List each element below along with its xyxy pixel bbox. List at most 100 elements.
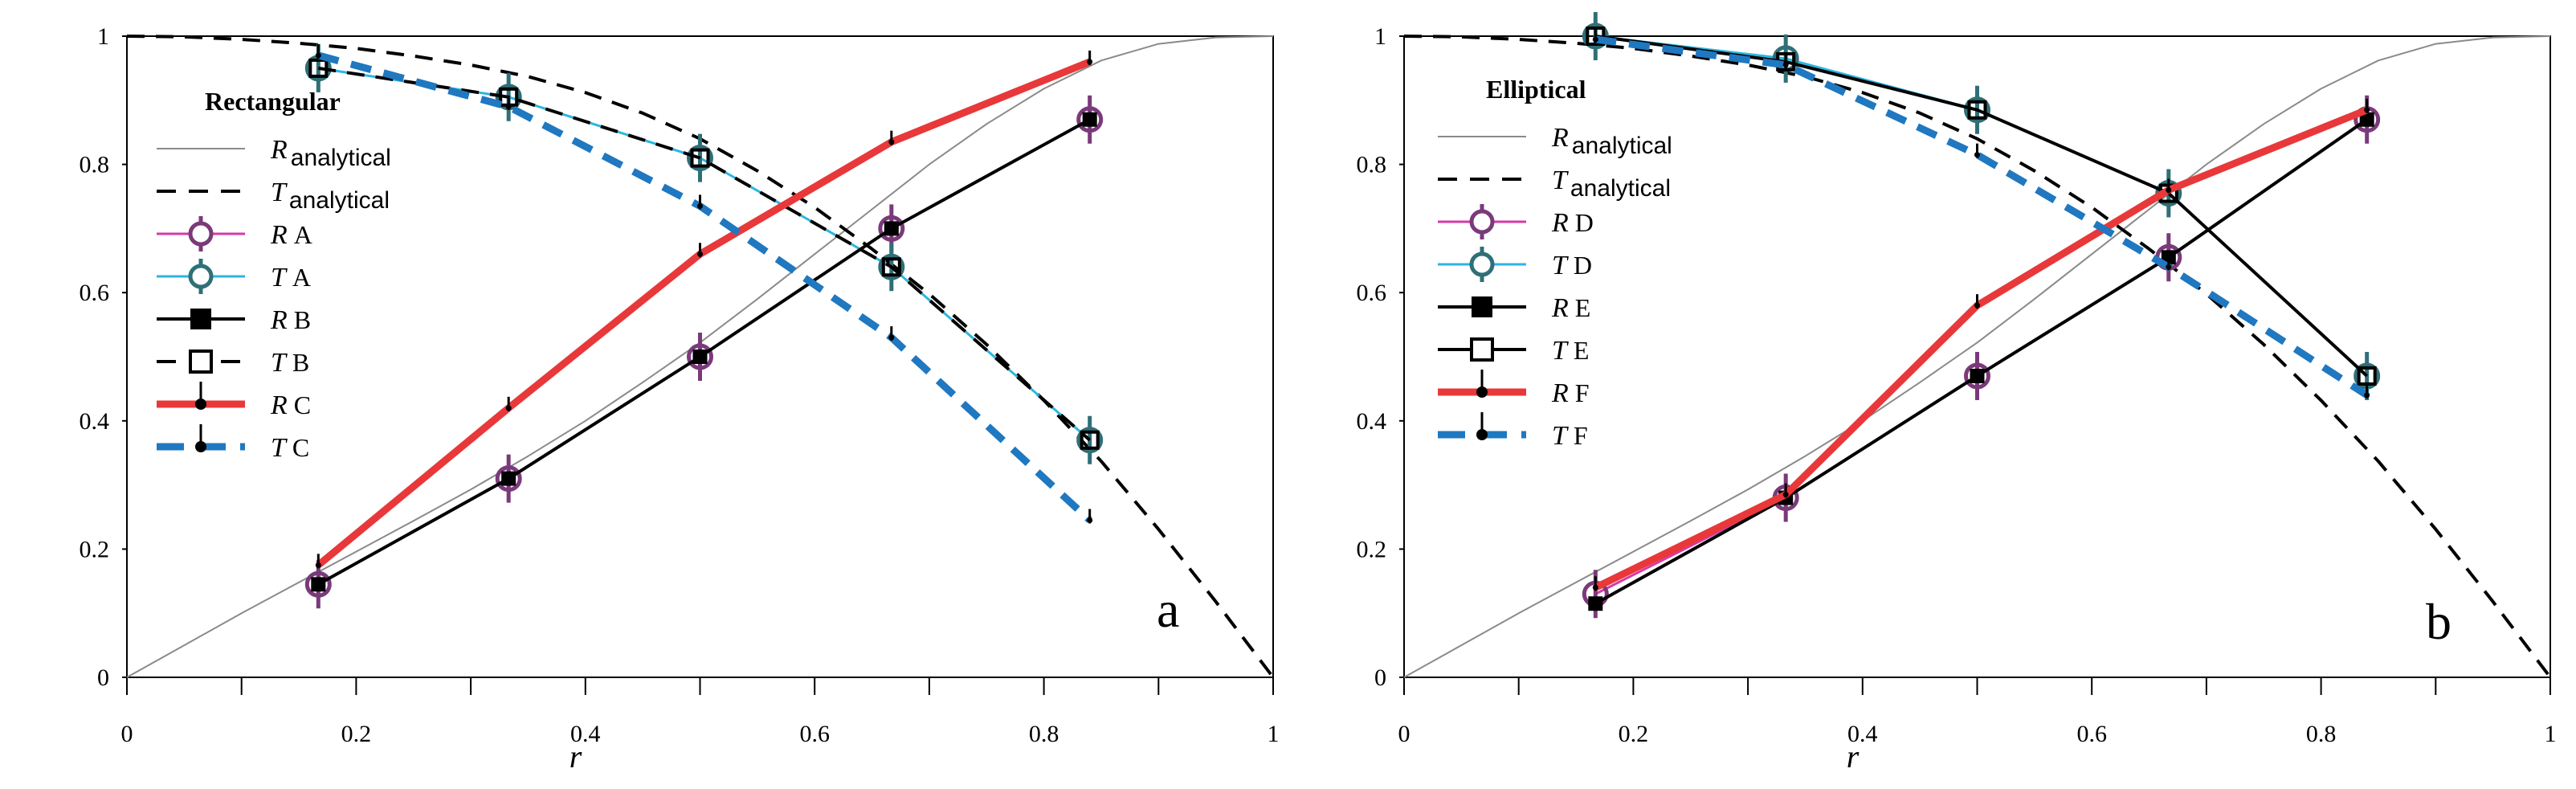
marker-1-7-1: [1782, 62, 1789, 68]
series-line-1-2: [1594, 118, 2368, 595]
marker-1-6-0: [1592, 584, 1598, 591]
marker-1-4-2: [1970, 368, 1985, 383]
y-tick-label: 0.4: [1357, 408, 1387, 435]
panel-a: 0 0.2 0.4 0.6 0.8 1 0 0.2 0.4 0.6 0.8 1 r Rectangular…: [80, 23, 1280, 775]
y-tick-label: 1: [1374, 23, 1386, 50]
marker-0-6-0: [315, 562, 321, 568]
series-line-0-6: [316, 58, 1092, 568]
x-tick-label: 0.2: [1619, 721, 1649, 747]
x-axis-title: r: [1847, 738, 1860, 775]
marker-0-3-3: [878, 253, 905, 280]
marker-0-2-1: [495, 465, 522, 493]
marker-0-5-2: [690, 148, 710, 168]
marker-0-7-3: [888, 334, 895, 341]
series-line-1-5: [1595, 35, 2369, 378]
marker-1-4-0: [1588, 596, 1603, 611]
marker-1-2-2: [1964, 362, 1990, 390]
x-tick-label: 0: [121, 721, 133, 747]
x-tick-label: 0.4: [1847, 721, 1878, 747]
marker-0-4-2: [692, 350, 708, 364]
marker-0-5-0: [308, 58, 329, 78]
y-tick-label: 0.2: [80, 536, 110, 562]
marker-0-2-4: [1076, 106, 1104, 133]
series-line-0-7: [317, 51, 1092, 523]
marker-1-7-0: [1592, 36, 1598, 43]
marker-0-2-2: [687, 343, 713, 370]
y-tick-label: 0.4: [80, 408, 110, 435]
x-tick-label: 0.2: [341, 721, 372, 747]
marker-0-7-2: [697, 202, 703, 209]
panel-letter: a: [1157, 581, 1179, 638]
marker-0-3-2: [687, 145, 713, 172]
marker-0-6-3: [888, 139, 895, 145]
series-line-1-6: [1594, 106, 2369, 591]
marker-0-2-0: [304, 570, 332, 598]
y-tick-label: 1: [97, 23, 109, 50]
series-line-1-1: [1403, 35, 2552, 679]
y-tick-label: 0: [97, 664, 109, 691]
series-line-0-5: [318, 66, 1092, 442]
panel-letter: b: [2426, 593, 2451, 650]
marker-0-7-0: [315, 52, 321, 59]
marker-0-2-3: [878, 215, 905, 242]
x-tick-label: 0.6: [2076, 721, 2107, 747]
x-tick-label: 0.6: [799, 721, 830, 747]
marker-1-3-2: [1964, 96, 1990, 124]
legend: Rectangular R analytical T analytical R A T A R B T…: [157, 87, 391, 463]
marker-0-6-2: [697, 251, 703, 257]
legend: Elliptical R analytical T analytical R D T D R E T E…: [1438, 75, 1672, 451]
marker-1-6-4: [2364, 107, 2370, 113]
y-tick-label: 0.2: [1357, 536, 1387, 562]
legend-title: Rectangular: [205, 87, 341, 116]
y-tick-label: 0.6: [80, 280, 110, 306]
marker-0-5-3: [881, 257, 901, 277]
y-tick-label: 0.8: [80, 152, 110, 178]
y-tick-label: 0.8: [1357, 152, 1387, 178]
panel-b: 0 0.2 0.4 0.6 0.8 1 0 0.2 0.4 0.6 0.8 1 r Elliptical R…: [1357, 12, 2557, 775]
marker-0-4-0: [311, 577, 326, 592]
marker-0-6-4: [1087, 59, 1093, 65]
x-tick-label: 0.8: [2306, 721, 2337, 747]
x-axis-title: r: [569, 738, 582, 775]
marker-1-4-4: [2359, 112, 2374, 127]
marker-1-6-3: [2166, 187, 2172, 194]
marker-1-7-4: [2364, 392, 2370, 399]
y-tick-label: 0: [1374, 664, 1386, 691]
marker-0-7-4: [1087, 517, 1093, 523]
marker-0-5-4: [1080, 430, 1100, 450]
x-tick-label: 0: [1398, 721, 1410, 747]
marker-1-6-1: [1782, 492, 1789, 498]
marker-1-7-2: [1974, 152, 1980, 158]
marker-1-7-3: [2166, 264, 2172, 270]
x-tick-label: 0.8: [1029, 721, 1059, 747]
series-line-1-3: [1595, 35, 2368, 378]
y-tick-label: 0.6: [1357, 280, 1387, 306]
x-tick-label: 1: [1268, 721, 1280, 747]
